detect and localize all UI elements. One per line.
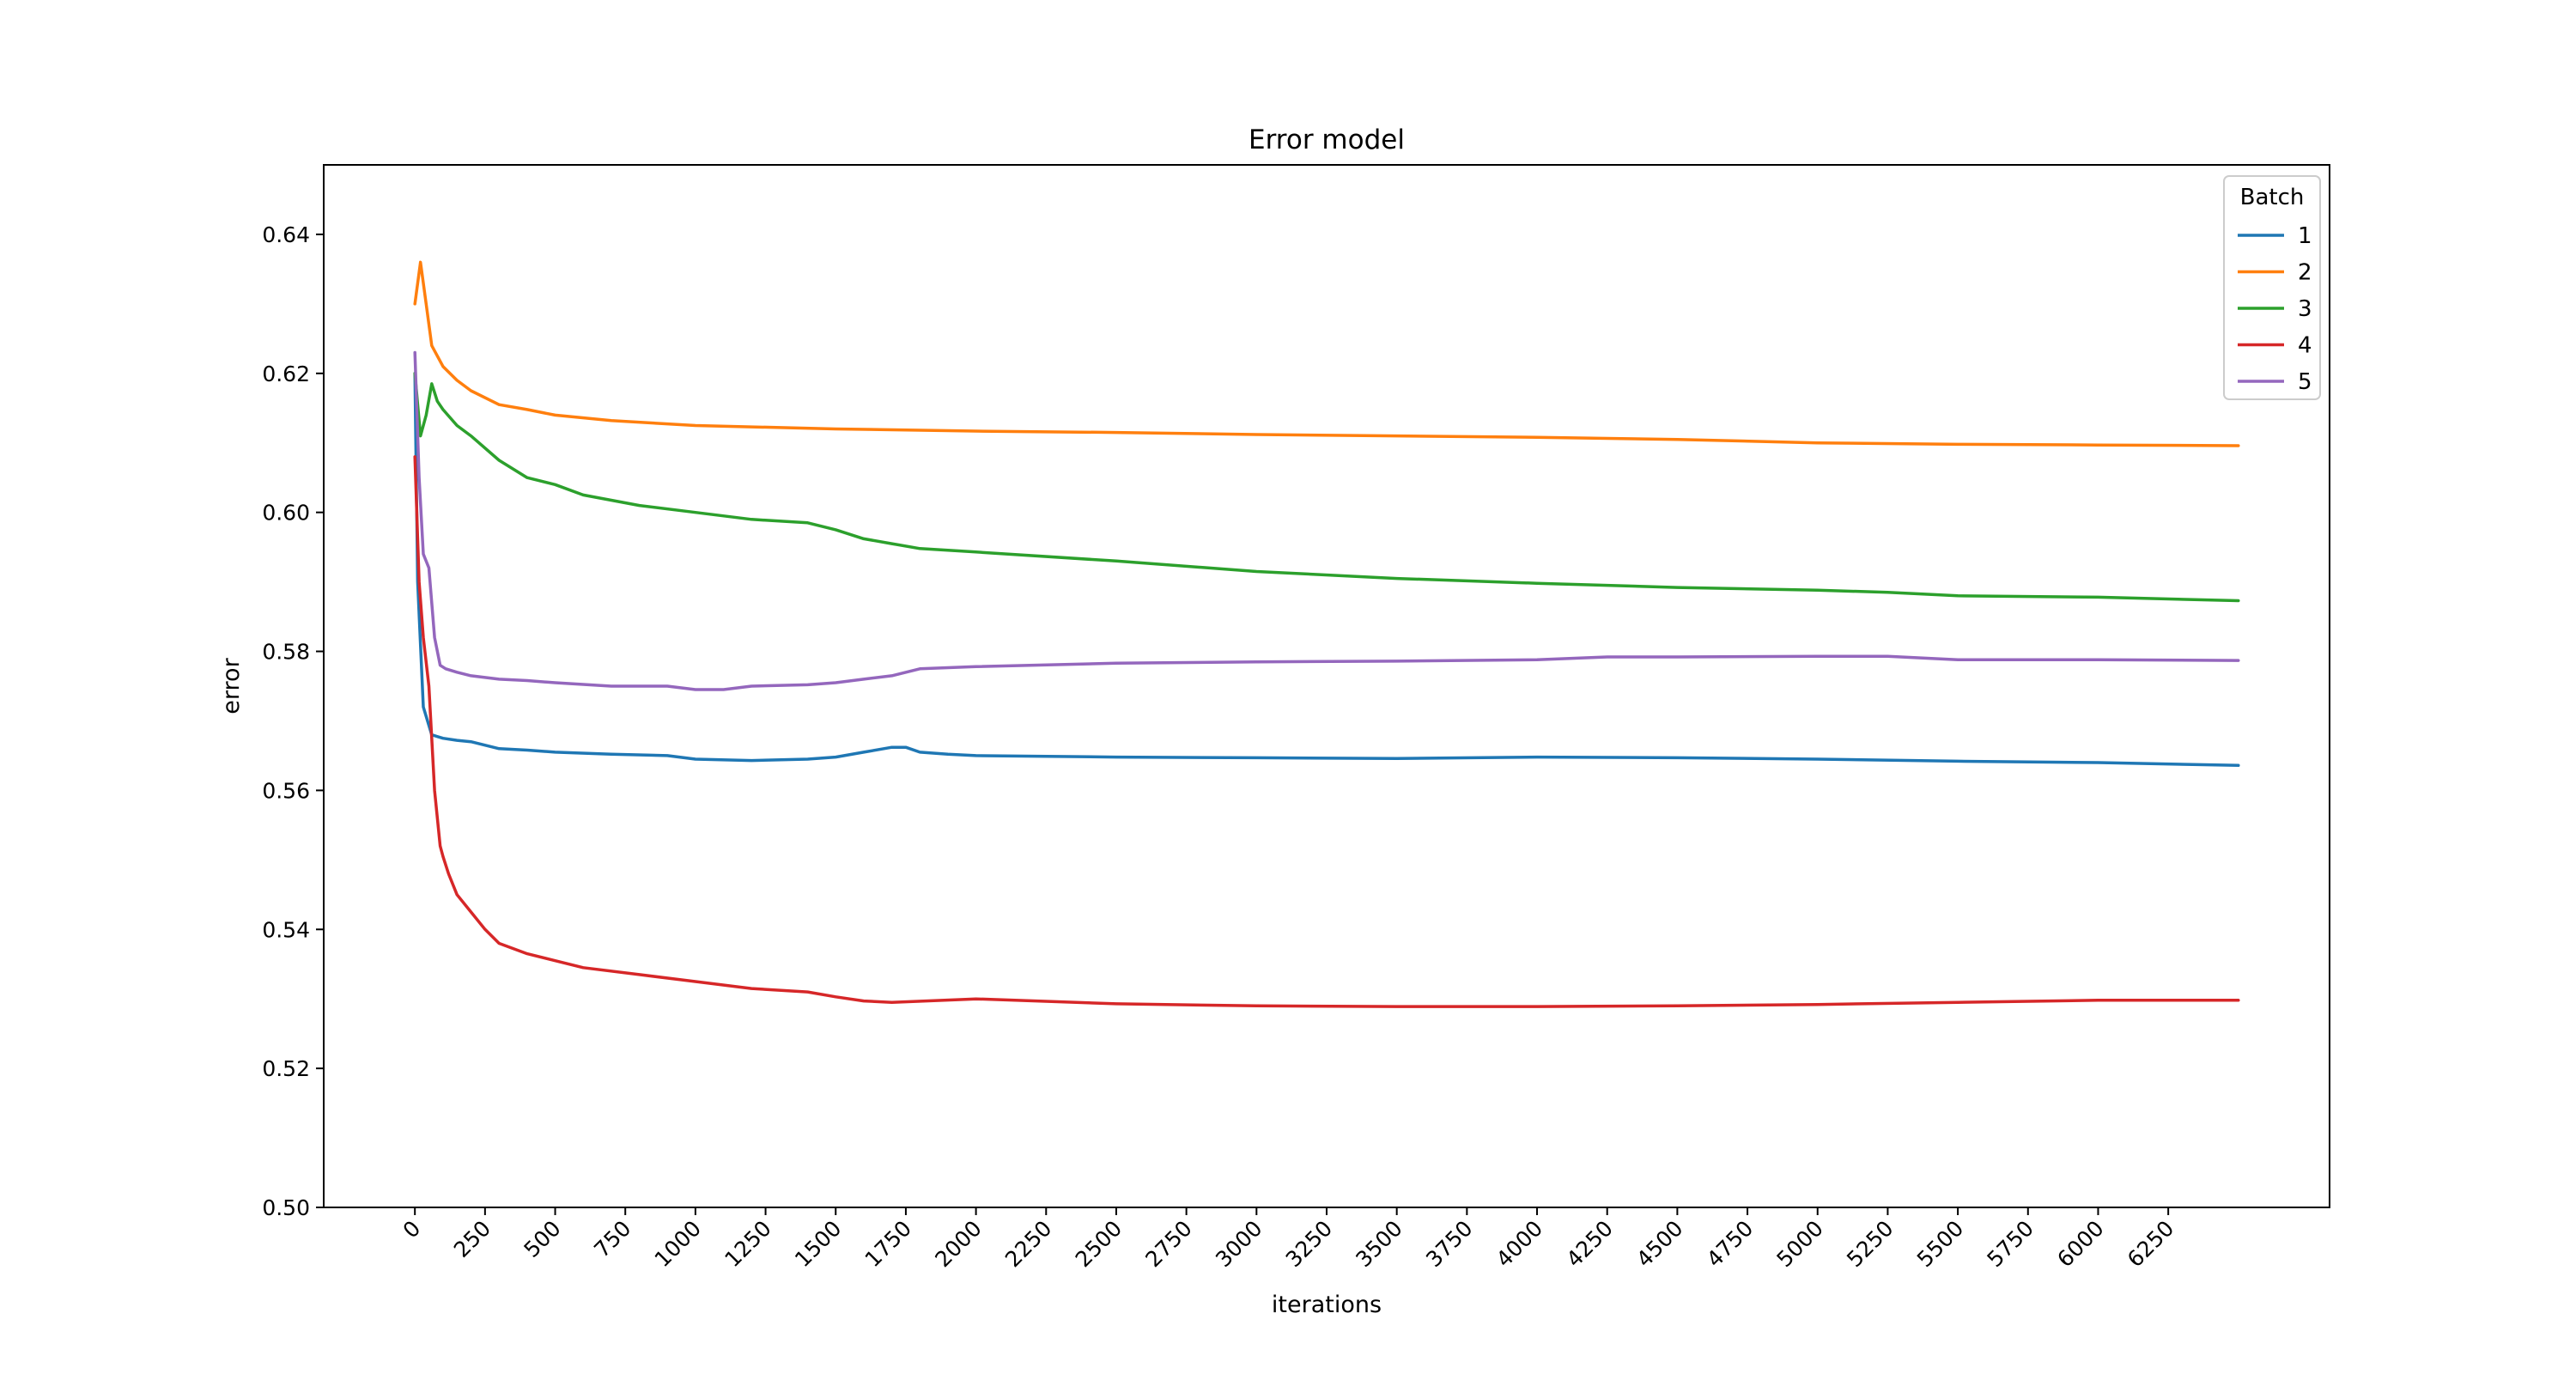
x-tick-label: 2750 [1140, 1216, 1196, 1272]
x-tick-label: 500 [519, 1216, 566, 1262]
x-axis-label: iterations [1272, 1292, 1382, 1318]
legend-label: 3 [2298, 296, 2312, 322]
legend-item-4: 4 [2238, 333, 2312, 359]
x-tick-label: 6000 [2052, 1216, 2108, 1272]
legend-item-5: 5 [2238, 369, 2312, 395]
legend-label: 2 [2298, 260, 2312, 286]
x-tick-label: 250 [449, 1216, 495, 1262]
x-tick-label: 3000 [1211, 1216, 1267, 1272]
legend-item-2: 2 [2238, 260, 2312, 286]
y-tick-label: 0.50 [262, 1195, 310, 1220]
legend: Batch 1 2 3 4 5 [2223, 175, 2321, 400]
legend-label: 4 [2298, 333, 2312, 359]
series-line-2 [413, 260, 2240, 447]
y-tick-label: 0.62 [262, 362, 310, 386]
x-tick-label: 1250 [720, 1216, 775, 1272]
x-tick-label: 6250 [2123, 1216, 2178, 1272]
y-tick-label: 0.60 [262, 501, 310, 526]
x-tick-label: 1500 [790, 1216, 846, 1272]
chart-title: Error model [1249, 125, 1405, 155]
series-line-1 [413, 372, 2240, 768]
legend-label: 1 [2298, 223, 2312, 249]
y-tick-label: 0.64 [262, 222, 310, 247]
series-line-4 [413, 455, 2240, 1008]
x-tick-label: 4500 [1631, 1216, 1687, 1272]
x-tick-label: 5250 [1842, 1216, 1898, 1272]
legend-item-3: 3 [2238, 296, 2312, 322]
x-tick-label: 3500 [1351, 1216, 1406, 1272]
x-tick-label: 5000 [1771, 1216, 1827, 1272]
x-tick-label: 750 [589, 1216, 635, 1262]
x-ticks: 0 250 500 750 1000 1250 1500 1750 2000 2250 2500 27… [398, 1207, 2178, 1272]
x-tick-label: 3250 [1281, 1216, 1337, 1272]
x-tick-label: 2500 [1071, 1216, 1127, 1272]
series-line-5 [413, 350, 2240, 691]
y-tick-label: 0.54 [262, 917, 310, 942]
y-tick-label: 0.56 [262, 778, 310, 803]
x-tick-label: 3750 [1421, 1216, 1477, 1272]
plot-frame [323, 164, 2330, 1208]
x-tick-label: 2250 [1000, 1216, 1056, 1272]
x-tick-label: 2000 [930, 1216, 986, 1272]
y-ticks: 0.50 0.52 0.54 0.56 0.58 0.60 0.62 0.64 [262, 222, 324, 1220]
legend-title: Batch [2240, 185, 2305, 210]
x-tick-label: 4000 [1492, 1216, 1547, 1272]
legend-label: 5 [2298, 369, 2312, 395]
y-tick-label: 0.52 [262, 1056, 310, 1081]
x-tick-label: 5750 [1983, 1216, 2038, 1272]
legend-items: 1 2 3 4 5 [2238, 223, 2312, 395]
legend-item-1: 1 [2238, 223, 2312, 249]
x-tick-label: 1000 [650, 1216, 706, 1272]
y-axis-label: error [218, 657, 245, 714]
x-tick-label: 0 [398, 1216, 426, 1243]
series-line-3 [413, 372, 2240, 603]
series-layer [413, 260, 2240, 1008]
x-tick-label: 4750 [1702, 1216, 1758, 1272]
x-tick-label: 4250 [1561, 1216, 1617, 1272]
y-tick-label: 0.58 [262, 640, 310, 665]
x-tick-label: 1750 [860, 1216, 916, 1272]
x-tick-label: 5500 [1912, 1216, 1968, 1272]
